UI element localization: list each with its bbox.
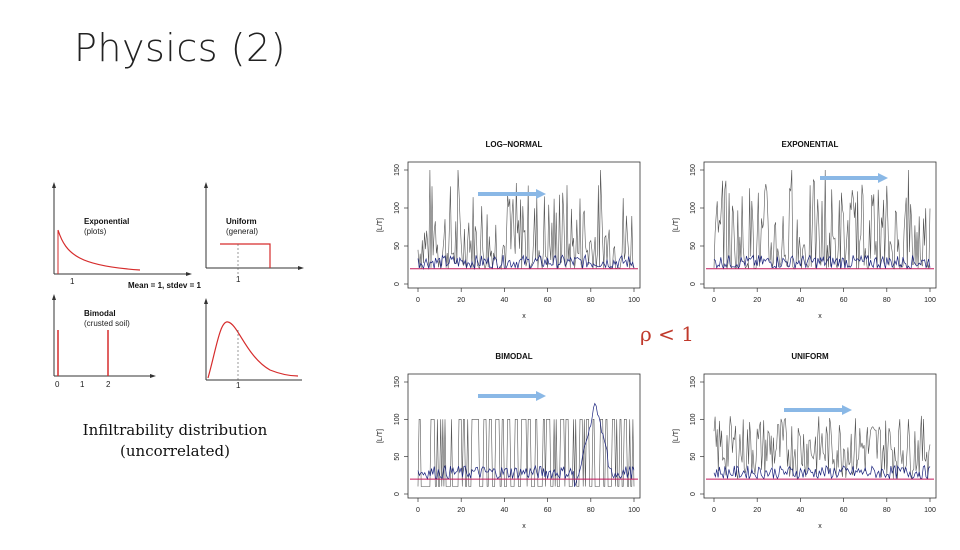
plot-2-ytick-2: 100 <box>394 413 401 425</box>
plot-1-xtick-5: 100 <box>924 297 936 304</box>
plot-3-series-blue <box>713 464 931 481</box>
bimodal-xtick-0: 0 <box>55 380 60 389</box>
plot-3-xlabel: x <box>818 523 822 530</box>
plot-0-arrow-head <box>536 189 546 199</box>
caption-line-1: Infiltrability distribution <box>82 421 268 439</box>
series-plots: LOG–NORMAL 0 20 40 60 80 100 0 50 100 150 x [L/T] EXP… <box>377 140 937 530</box>
plot-1-title: EXPONENTIAL <box>782 140 839 149</box>
plot-2-xtick-2: 40 <box>501 507 509 514</box>
plot-3-xtick-3: 60 <box>840 507 848 514</box>
plot-1-ytick-2: 100 <box>690 202 697 214</box>
plot-3-ytick-0: 0 <box>690 492 697 496</box>
plot-2-title: BIMODAL <box>495 352 532 361</box>
slide-title: Physics (2) <box>74 26 286 70</box>
uniform-xtick: 1 <box>236 275 241 284</box>
plot-1-xtick-3: 60 <box>840 297 848 304</box>
lognormal-xtick: 1 <box>236 381 241 390</box>
plot-2-ylabel: [L/T] <box>377 429 384 443</box>
plot-1-xtick-4: 80 <box>883 297 891 304</box>
rho-label: ρ < 1 <box>640 322 694 346</box>
plot-0-frame <box>407 161 641 289</box>
plot-2-ytick-3: 150 <box>394 376 401 388</box>
plot-0-xlabel: x <box>522 313 526 320</box>
plot-1-xtick-2: 40 <box>797 297 805 304</box>
plot-2-ytick-0: 0 <box>394 492 401 496</box>
uniform-curve <box>220 243 271 268</box>
plot-1-ylabel: [L/T] <box>673 218 680 232</box>
plot-1-ytick-0: 0 <box>690 282 697 286</box>
plot-1-series-gray <box>713 169 931 270</box>
plot-3-ytick-1: 50 <box>690 453 697 461</box>
plot-2-xtick-4: 80 <box>587 507 595 514</box>
bimodal-sublabel: (crusted soil) <box>84 319 130 328</box>
plot-2-arrow-head <box>536 391 546 401</box>
plot-2-ytick-1: 50 <box>394 453 401 461</box>
plot-1-xtick-1: 20 <box>753 297 761 304</box>
plot-1-xtick-0: 0 <box>712 297 716 304</box>
plot-3-xtick-0: 0 <box>712 507 716 514</box>
plot-3-arrow-head <box>842 405 852 415</box>
plot-1-xlabel: x <box>818 313 822 320</box>
plot-0-xtick-1: 20 <box>457 297 465 304</box>
plot-1-series-blue <box>713 254 931 270</box>
uniform-label: Uniform <box>226 217 257 226</box>
plot-0-xtick-2: 40 <box>501 297 509 304</box>
lognormal-note: Mean = 1, stdev = 1 <box>128 281 201 290</box>
plot-3-frame <box>703 373 937 499</box>
exponential-sublabel: (plots) <box>84 227 107 236</box>
plot-3-xtick-4: 80 <box>883 507 891 514</box>
uniform-sublabel: (general) <box>226 227 258 236</box>
plot-1-frame <box>703 161 937 289</box>
plot-2-series-blue <box>417 402 635 487</box>
plot-0-xtick-5: 100 <box>628 297 640 304</box>
lognormal-curve <box>207 321 299 379</box>
exponential-label: Exponential <box>84 217 129 226</box>
plot-2-xtick-0: 0 <box>416 507 420 514</box>
caption-line-2: (uncorrelated) <box>120 442 230 460</box>
plot-0-ytick-1: 50 <box>394 242 401 250</box>
plot-1-ytick-1: 50 <box>690 242 697 250</box>
exponential-curve <box>57 229 141 271</box>
plot-0-ytick-2: 100 <box>394 202 401 214</box>
plot-3-xtick-1: 20 <box>753 507 761 514</box>
plot-0-ylabel: [L/T] <box>377 218 384 232</box>
plot-3-xtick-2: 40 <box>797 507 805 514</box>
plot-0-series-gray <box>417 169 635 270</box>
uniform-diagram: Uniform (general) 1 <box>204 182 304 284</box>
plot-3-ylabel: [L/T] <box>673 429 680 443</box>
bimodal-xtick-2: 2 <box>106 380 111 389</box>
plot-0-xtick-3: 60 <box>544 297 552 304</box>
plot-0-series-blue <box>417 253 635 271</box>
plot-2-xtick-1: 20 <box>457 507 465 514</box>
plot-2-xtick-3: 60 <box>544 507 552 514</box>
plot-2-frame <box>407 373 641 499</box>
plot-0-ytick-0: 0 <box>394 282 401 286</box>
plot-0-title: LOG–NORMAL <box>486 140 543 149</box>
plot-3-ytick-2: 100 <box>690 413 697 425</box>
plot-3-ytick-3: 150 <box>690 376 697 388</box>
plot-1-ytick-3: 150 <box>690 164 697 176</box>
plot-1-arrow-head <box>878 173 888 183</box>
plot-2-xlabel: x <box>522 523 526 530</box>
bimodal-label: Bimodal <box>84 309 116 318</box>
plot-2-xtick-5: 100 <box>628 507 640 514</box>
plot-3-series-gray <box>713 415 931 480</box>
exponential-diagram: Exponential (plots) 1 <box>52 182 192 286</box>
exponential-xtick: 1 <box>70 277 75 286</box>
lognormal-diagram: 1 <box>204 298 302 390</box>
caption: Infiltrability distribution (uncorrelate… <box>60 420 290 462</box>
plot-0-xtick-4: 80 <box>587 297 595 304</box>
distribution-diagrams: Exponential (plots) 1 Uniform (general) … <box>52 182 304 390</box>
plot-0-ytick-3: 150 <box>394 164 401 176</box>
bimodal-xtick-1: 1 <box>80 380 85 389</box>
plot-0-xtick-0: 0 <box>416 297 420 304</box>
plot-2-series-gray <box>417 418 635 487</box>
plot-3-title: UNIFORM <box>791 352 829 361</box>
bimodal-diagram: Bimodal (crusted soil) 0 1 2 <box>52 294 156 389</box>
plot-3-xtick-5: 100 <box>924 507 936 514</box>
